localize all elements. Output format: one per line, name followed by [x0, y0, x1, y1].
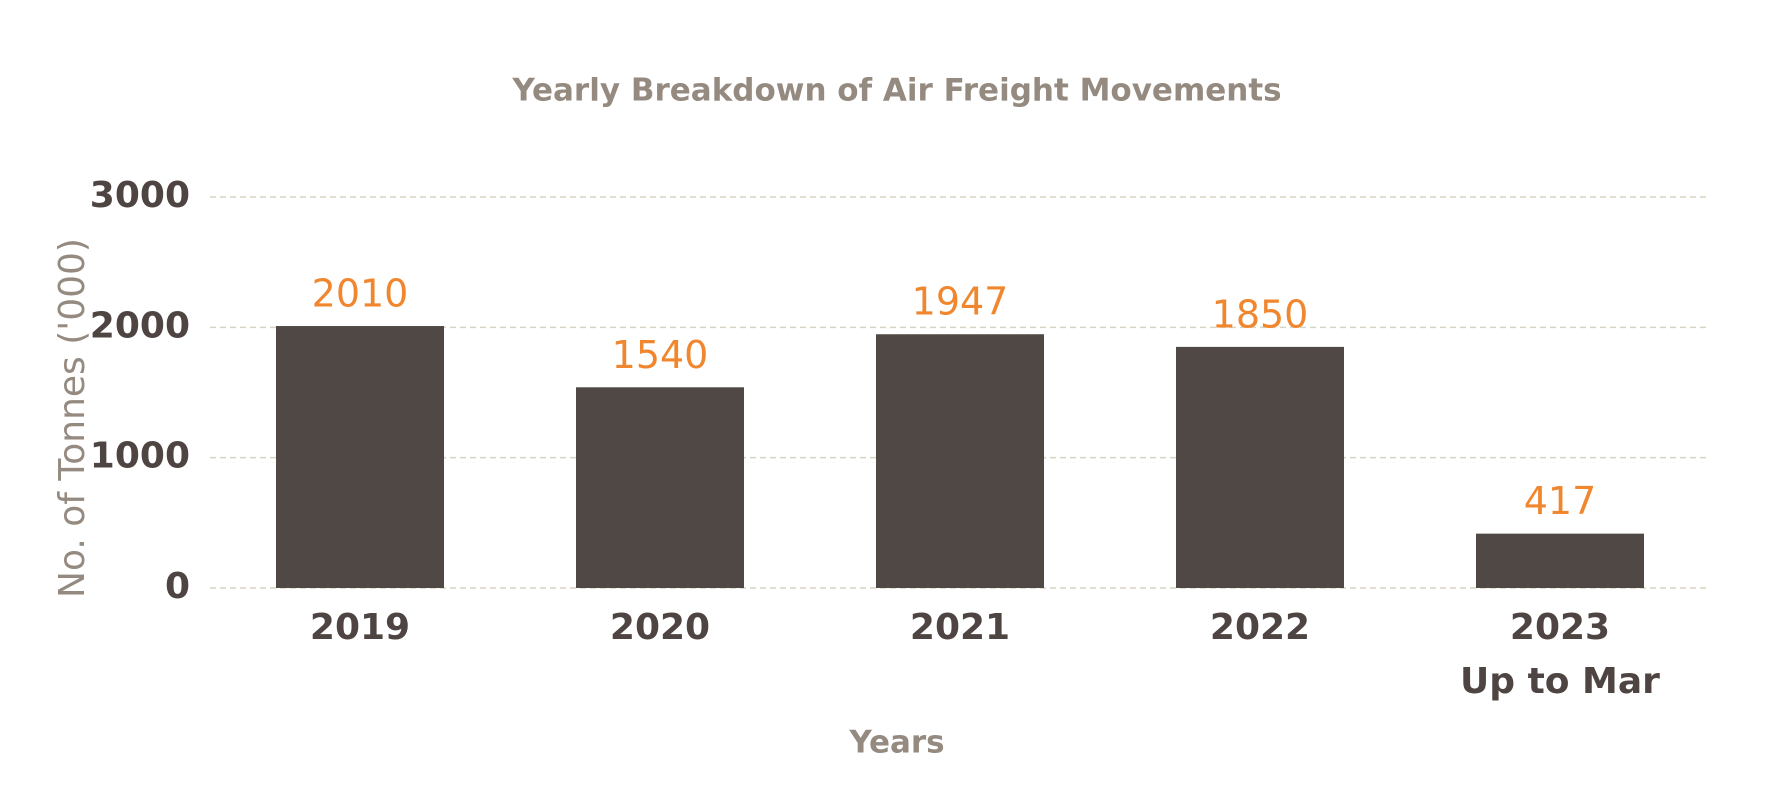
- y-axis-title: No. of Tonnes ('000): [52, 238, 93, 598]
- value-label: 417: [1524, 479, 1597, 523]
- x-tick-label: 2023 Up to Mar: [1460, 607, 1660, 702]
- bar: [576, 387, 744, 588]
- x-axis-title: Years: [848, 725, 944, 761]
- x-tick-label: 2022: [1210, 607, 1310, 648]
- x-tick-label: 2021: [910, 607, 1010, 648]
- bar: [1476, 533, 1644, 588]
- y-tick-label: 0: [165, 566, 190, 607]
- y-tick-label: 3000: [90, 175, 190, 216]
- value-label: 2010: [312, 272, 409, 316]
- y-tick-label: 2000: [90, 305, 190, 346]
- bar: [876, 334, 1044, 588]
- value-label: 1947: [912, 280, 1009, 324]
- bar: [1176, 346, 1344, 588]
- x-tick-label: 2019: [310, 607, 410, 648]
- chart-title: Yearly Breakdown of Air Freight Movement…: [511, 73, 1281, 109]
- x-tick-label: 2020: [610, 607, 710, 648]
- value-label: 1850: [1212, 292, 1309, 336]
- y-tick-label: 1000: [90, 436, 190, 477]
- value-label: 1540: [612, 333, 709, 377]
- bar: [276, 326, 444, 588]
